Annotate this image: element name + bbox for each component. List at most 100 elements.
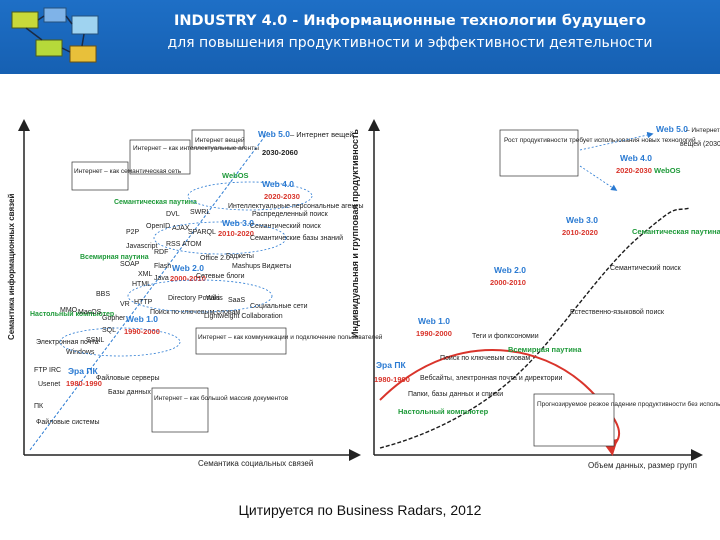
term-filesystems: Файловые системы: [36, 418, 100, 426]
term-ftp-irc: FTP IRC: [34, 367, 61, 374]
term-sparql: SPARQL: [188, 229, 216, 236]
right-era-web4-years: 2020-2030: [616, 166, 652, 175]
left-era-pc-years: 1980-1990: [66, 379, 102, 388]
annot-semantic-search: Семантический поиск: [610, 264, 682, 272]
connector-web5: [579, 131, 654, 151]
right-era-web3-years: 2010-2020: [562, 228, 598, 237]
term-swrl: SWRL: [190, 209, 210, 216]
right-label-desktop: Настольный компьютер: [398, 407, 489, 416]
right-era-web1-years: 1990-2000: [416, 329, 452, 338]
term-ssnl: SSNL: [86, 337, 104, 344]
productivity-curve: [379, 207, 691, 449]
term-office2: Office 2.0: [200, 255, 230, 262]
left-ellipse-web4: [187, 181, 313, 211]
term-lightweight-collab: Lightweight Collaboration: [204, 313, 283, 320]
left-callout-docs-box: [151, 387, 209, 433]
term-semantic-search: Семантический поиск: [250, 222, 322, 230]
term-semantic-kb: Семантические базы знаний: [250, 234, 343, 242]
right-era-web4: Web 4.0: [620, 153, 652, 163]
term-gadgets: Гаджеты: [226, 253, 254, 260]
term-mmo: MMO: [60, 307, 78, 314]
left-era-web1: Web 1.0: [126, 314, 158, 324]
term-netblogs: Сетевые блоги: [196, 272, 245, 280]
title-line-1: INDUSTRY 4.0 - Информационные технологии…: [173, 13, 647, 29]
term-macos: MacOS: [78, 309, 102, 316]
term-windows: Windows: [66, 349, 95, 356]
right-era-web5: Web 5.0: [656, 124, 688, 134]
term-widgets: Виджеты: [262, 263, 291, 270]
left-callout-comm-box: [195, 327, 287, 355]
term-vr: VR: [120, 301, 130, 308]
growth-box-text: Рост продуктивности требует использовани…: [504, 136, 696, 144]
drop-box-text: Прогнозируемое резкое падение продуктивн…: [537, 400, 720, 408]
annot-tags: Теги и фолксономии: [472, 333, 539, 340]
right-x-axis-label: Объем данных, размер групп: [588, 461, 697, 470]
term-distributed-search: Распределенный поиск: [252, 210, 329, 218]
term-wikis: Wikis: [206, 295, 223, 302]
left-callout-comm: Интернет – как коммуникации и подключени…: [198, 333, 383, 341]
source-caption: Цитируется по Business Radars, 2012: [238, 502, 482, 518]
left-y-axis-label: Семантика информационных связей: [7, 194, 16, 340]
right-era-pc-years: 1980-1990: [374, 375, 410, 384]
term-javascript: Javascript: [126, 243, 158, 250]
term-social-networks: Социальные сети: [250, 303, 308, 310]
right-era-webos: WebOS: [654, 166, 681, 175]
term-xml: XML: [138, 271, 153, 278]
term-ajax: AJAX: [172, 225, 190, 232]
left-chart: Семантика информационных связей Семантик…: [7, 119, 383, 468]
right-label-www: Всемирная паутина: [508, 345, 582, 354]
left-callout-iot-box: [191, 129, 245, 149]
right-label-semantic-web: Семантическая паутина: [632, 227, 720, 236]
term-keyword-search: Поиск по ключевым словам: [150, 309, 240, 316]
left-callout-semnet-box: [71, 161, 129, 191]
page-title: INDUSTRY 4.0 - Информационные технологии…: [105, 10, 715, 54]
left-ellipse-web2: [127, 279, 273, 313]
annot-keyword-search: Поиск по ключевым словам: [440, 355, 530, 362]
term-http: HTTP: [134, 299, 153, 306]
connector-web4: [579, 165, 618, 191]
left-era-web5-sub: – Интернет вещей: [290, 130, 354, 139]
term-mashups: Mashups: [232, 263, 261, 270]
term-email: Электронная почта: [36, 339, 99, 346]
left-era-web4: Web 4.0: [262, 179, 294, 189]
term-directory-portals: Directory Portals: [168, 295, 220, 302]
drop-box: [533, 393, 615, 447]
term-gopher: Gopher: [102, 315, 126, 322]
right-era-web2-years: 2000-2010: [490, 278, 526, 287]
right-chart: Индивидуальная и групповая продуктивност…: [350, 119, 720, 470]
term-flash: Flash: [154, 263, 171, 270]
term-atom: ATOM: [182, 241, 202, 248]
right-y-axis-label: Индивидуальная и групповая продуктивност…: [350, 129, 360, 338]
left-callout-iot: Интернет вещей: [195, 136, 245, 144]
term-p2p: P2P: [126, 229, 140, 236]
right-era-web5-sub: – Интернет вещей: [686, 126, 720, 134]
left-callout-agents: Интернет – как интеллектуальные агенты: [133, 145, 259, 152]
term-soap: SOAP: [120, 261, 140, 268]
term-openid: OpenID: [146, 223, 170, 230]
term-sql: SQL: [102, 327, 116, 334]
left-era-web1-years: 1990-2000: [124, 327, 160, 336]
left-era-web5-years: 2030-2060: [262, 148, 298, 157]
right-era-web2: Web 2.0: [494, 265, 526, 275]
term-fileservers: Файловые серверы: [96, 374, 160, 382]
left-label-www: Всемирная паутина: [80, 254, 149, 261]
left-ellipse-web1: [59, 327, 181, 357]
left-callout-docs: Интернет – как большой массив документов: [154, 394, 289, 402]
left-x-axis-label: Семантика социальных связей: [198, 459, 313, 468]
left-label-desktop: Настольный компьютер: [30, 310, 114, 318]
growth-box: [499, 129, 579, 177]
right-era-web1: Web 1.0: [418, 316, 450, 326]
annot-natural-language: Естественно-языковой поиск: [570, 308, 665, 316]
network-logo-icon: [11, 7, 99, 63]
left-era-web2-years: 2000-2010: [170, 274, 206, 283]
right-era-pc: Эра ПК: [376, 360, 406, 370]
left-era-pc: Эра ПК: [68, 366, 98, 376]
annot-folders: Папки, базы данных и списки: [408, 390, 503, 398]
term-java: Java: [154, 275, 169, 282]
term-saas: SaaS: [228, 297, 245, 304]
left-trend-line: [29, 131, 269, 451]
term-usenet: Usenet: [38, 381, 60, 388]
right-era-web5-years: вещей (2030-2060): [680, 140, 720, 148]
left-callout-agents-box: [129, 139, 191, 175]
term-html: HTML: [132, 281, 151, 288]
